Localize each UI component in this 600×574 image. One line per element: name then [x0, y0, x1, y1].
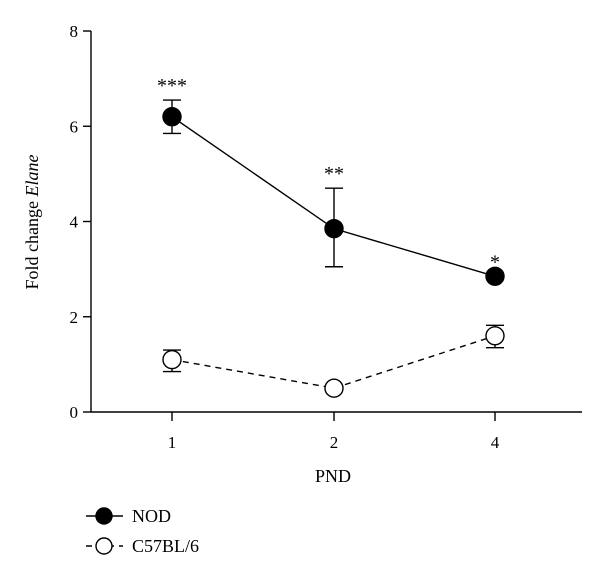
- x-tick-label: 4: [491, 433, 500, 452]
- legend-marker: [95, 537, 113, 555]
- x-tick-label: 2: [330, 433, 339, 452]
- y-tick-label: 0: [70, 403, 79, 422]
- data-point: [324, 218, 344, 239]
- series-line: [171, 335, 496, 389]
- significance-marker: **: [324, 163, 344, 185]
- legend: NOD C57BL/6: [86, 506, 199, 556]
- y-axis-label-gene: Elane: [22, 155, 42, 198]
- legend-label: C57BL/6: [132, 536, 199, 556]
- y-axis-label: Fold change Elane: [22, 155, 42, 290]
- x-tick-label: 1: [168, 433, 177, 452]
- series-layer: [162, 99, 505, 398]
- legend-marker: [95, 507, 113, 525]
- y-tick-label: 8: [70, 22, 79, 41]
- significance-marker: *: [490, 251, 500, 273]
- y-tick-label: 6: [70, 117, 79, 136]
- y-tick-label: 2: [70, 308, 79, 327]
- data-point: [162, 349, 182, 370]
- x-axis-label: PND: [315, 466, 351, 486]
- data-point: [162, 107, 182, 127]
- data-point: [485, 266, 505, 286]
- data-point: [324, 378, 344, 398]
- significance-marker: ***: [157, 75, 187, 97]
- tick-group: 0 2 4 6 8 1 2 4: [70, 22, 500, 452]
- y-tick-label: 4: [70, 213, 79, 232]
- y-axis-label-prefix: Fold change: [22, 197, 42, 290]
- significance-layer: ******: [157, 75, 500, 273]
- legend-label: NOD: [132, 506, 171, 526]
- data-point: [485, 326, 505, 346]
